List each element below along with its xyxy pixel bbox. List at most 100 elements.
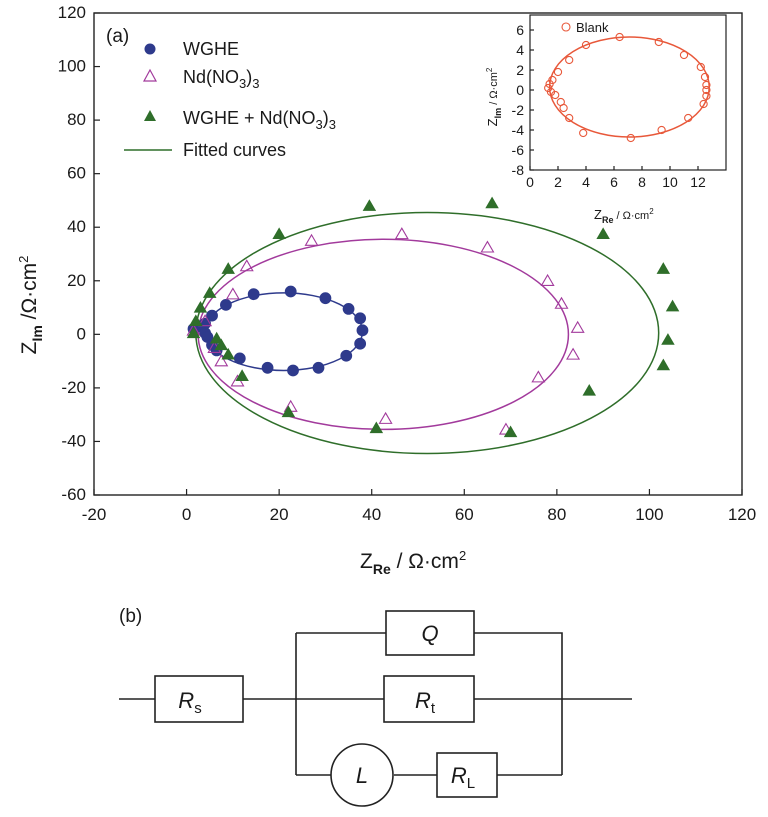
equivalent-circuit: (b) Rs Q Rt L RL: [119, 606, 632, 807]
point-wghe: [356, 324, 369, 337]
fitted-curves: [195, 211, 660, 455]
point-blank: [559, 103, 568, 113]
point-blank: [679, 50, 689, 60]
point-blank: [548, 75, 557, 85]
point-blank: [702, 91, 711, 101]
point-nd: [304, 233, 319, 246]
y-tick-label: -4: [512, 122, 525, 138]
point-wghe_nd: [281, 405, 296, 418]
point-wghe_nd: [189, 314, 203, 327]
y-tick-label: 0: [77, 324, 86, 343]
point-wghe_nd: [596, 227, 610, 240]
point-wghe_nd: [362, 199, 377, 211]
rl-resistor: [436, 752, 498, 798]
point-blank: [546, 87, 556, 97]
point-wghe_nd: [661, 333, 675, 345]
point-wghe: [220, 298, 232, 311]
legend-label-nd: Nd(NO3)3: [183, 67, 259, 91]
q-cpe-element: [385, 610, 475, 656]
data-points: [186, 196, 680, 438]
point-wghe: [247, 288, 260, 301]
l-inductor: [330, 743, 394, 807]
point-blank: [581, 40, 591, 50]
point-wghe: [206, 309, 218, 322]
point-blank: [700, 72, 710, 82]
legend-marker-blank: [561, 22, 571, 32]
point-wghe: [233, 352, 246, 365]
panel-b-label: (b): [119, 606, 142, 627]
point-blank: [626, 133, 635, 143]
x-tick-label: 6: [610, 174, 618, 190]
point-wghe_nd: [193, 301, 208, 313]
point-blank: [551, 90, 560, 100]
y-tick-label: 40: [67, 217, 86, 236]
point-wghe_nd: [221, 262, 235, 274]
point-wghe_nd: [214, 338, 229, 351]
wire-right-bus: [474, 632, 563, 775]
point-blank: [696, 62, 705, 72]
x-tick-label: 80: [547, 505, 566, 524]
inset-data-points: [544, 32, 711, 143]
inset-axis-ticks: 0 2 4 6 8 10 12 -8 -6 -4 -2 0 2 4 6: [512, 22, 706, 190]
y-tick-label: 100: [58, 57, 86, 76]
legend-marker-nd: [142, 68, 158, 82]
legend-marker-wghe-nd: [144, 110, 156, 121]
l-label: L: [356, 763, 368, 788]
main-nyquist-plot: -20 0 20 40 60 80 100 120-60-40-200204060801001…: [16, 3, 756, 577]
x-tick-label: 40: [362, 505, 381, 524]
point-wghe_nd: [485, 196, 499, 209]
point-blank: [553, 67, 563, 77]
x-tick-label: 10: [662, 174, 678, 190]
point-nd: [239, 259, 254, 272]
point-wghe_nd: [369, 421, 384, 434]
point-blank: [615, 32, 624, 42]
point-nd: [225, 287, 240, 300]
panel-a-label: (a): [106, 26, 129, 47]
point-nd: [554, 296, 569, 309]
x-tick-label: 12: [690, 174, 706, 190]
point-nd: [214, 354, 229, 367]
point-blank: [654, 37, 663, 47]
rs-label: Rs: [178, 688, 201, 717]
y-tick-label: 60: [67, 164, 86, 183]
point-nd: [540, 273, 555, 287]
inset-frame: [529, 14, 727, 171]
point-wghe: [261, 361, 274, 374]
point-wghe_nd: [272, 227, 286, 240]
fit-curve-wghe_nd: [195, 211, 660, 455]
main-axis-ticks: -20 0 20 40 60 80 100 120-60-40-200204060801001…: [58, 3, 757, 524]
point-wghe_nd: [665, 299, 680, 312]
point-wghe_nd: [235, 369, 249, 381]
point-wghe_nd: [209, 331, 224, 344]
x-tick-label: -20: [82, 505, 107, 524]
legend-item-fit: Fitted curves: [124, 140, 286, 160]
point-wghe: [284, 285, 297, 298]
point-wghe: [340, 349, 353, 362]
point-nd: [394, 227, 409, 240]
y-tick-label: 6: [516, 22, 524, 38]
point-wghe: [319, 292, 332, 305]
y-tick-label: 2: [516, 62, 524, 78]
x-tick-label: 8: [638, 174, 646, 190]
x-tick-label: 20: [270, 505, 289, 524]
legend-item-wghe: WGHE: [144, 39, 239, 59]
point-wghe: [342, 302, 355, 315]
main-plot-frame: [93, 12, 743, 496]
y-tick-label: 80: [67, 110, 86, 129]
x-tick-label: 0: [182, 505, 191, 524]
q-label: Q: [421, 621, 438, 646]
fit-curve-nd: [197, 238, 570, 431]
point-wghe_nd: [186, 326, 201, 339]
y-tick-label: 120: [58, 3, 86, 22]
y-tick-label: -6: [512, 142, 525, 158]
legend-marker-wghe: [144, 43, 156, 55]
point-nd: [566, 347, 581, 360]
point-wghe: [354, 312, 367, 325]
legend-label-blank: Blank: [576, 20, 609, 35]
point-wghe_nd: [656, 358, 671, 371]
x-tick-label: 0: [526, 174, 534, 190]
rs-resistor: [154, 675, 244, 723]
y-tick-label: 4: [516, 42, 524, 58]
point-nd: [378, 411, 393, 424]
